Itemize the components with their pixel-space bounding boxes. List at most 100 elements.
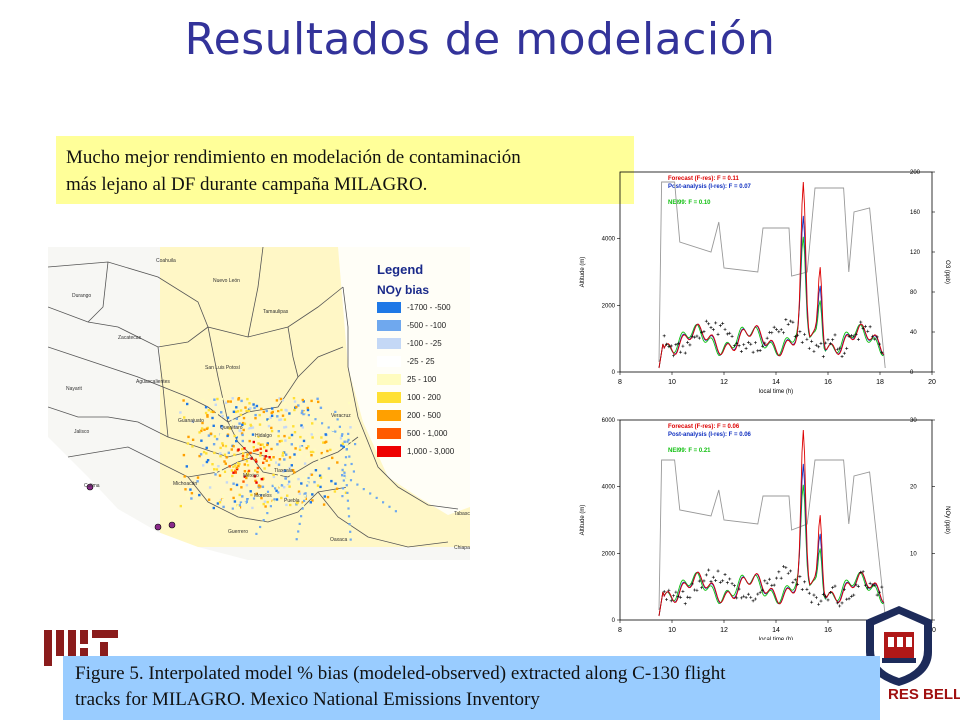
track-point — [346, 499, 349, 502]
track-point — [278, 485, 281, 488]
track-point — [245, 506, 248, 509]
track-point — [232, 465, 235, 468]
track-point — [340, 444, 343, 447]
legend-label: -1700 - -500 — [407, 303, 451, 312]
legend-item: 500 - 1,000 — [377, 426, 467, 441]
track-point — [267, 509, 270, 512]
track-point — [267, 464, 271, 467]
observed-point — [868, 325, 872, 329]
track-point — [230, 469, 234, 472]
y-left-tick-label: 0 — [612, 370, 616, 376]
track-point — [259, 494, 263, 497]
track-point — [314, 418, 317, 421]
track-point — [205, 460, 209, 464]
legend-item: 25 - 100 — [377, 372, 467, 387]
observed-point — [725, 581, 729, 585]
track-point — [301, 426, 304, 429]
y-left-tick-label: 0 — [612, 618, 616, 624]
track-point — [314, 469, 318, 472]
plot-legend-entry: Post-analysis (I-res): F = 0.06 — [668, 432, 752, 438]
track-point — [221, 498, 225, 501]
track-point — [298, 492, 301, 495]
legend-label: 25 - 100 — [407, 375, 437, 384]
track-point — [294, 447, 297, 450]
track-point — [207, 434, 211, 437]
observed-point — [739, 596, 743, 600]
site-marker — [86, 483, 94, 491]
track-point — [185, 465, 188, 468]
track-point — [265, 514, 268, 517]
observed-point — [725, 332, 729, 336]
track-point — [245, 476, 248, 480]
observed-point — [826, 598, 830, 602]
x-tick-label: 20 — [928, 379, 936, 386]
track-point — [205, 427, 209, 430]
track-point — [281, 451, 285, 455]
track-point — [235, 436, 238, 439]
track-point — [264, 491, 267, 494]
track-point — [379, 499, 382, 502]
observed-point — [665, 597, 669, 601]
track-point — [220, 411, 223, 414]
time-series-plots: 8 10 12 14 16 18 20 local time (h) 0 2000 4000 Alti… — [572, 160, 952, 643]
track-point — [286, 494, 289, 497]
observed-point — [807, 346, 811, 350]
observed-point — [861, 570, 865, 574]
track-point — [373, 495, 376, 498]
track-point — [202, 450, 206, 454]
track-point — [297, 490, 301, 493]
x-tick-label: 14 — [772, 379, 780, 386]
track-point — [183, 416, 186, 419]
observed-point — [721, 579, 725, 583]
track-point — [190, 497, 193, 500]
legend-label: 1,000 - 3,000 — [407, 447, 455, 456]
track-point — [320, 451, 323, 455]
track-point — [267, 424, 271, 428]
legend-swatch — [377, 392, 401, 403]
track-point — [221, 474, 224, 477]
track-point — [238, 462, 241, 466]
track-point — [280, 408, 283, 412]
track-point — [326, 495, 330, 499]
track-point — [346, 497, 349, 500]
track-point — [256, 466, 260, 470]
track-point — [300, 482, 303, 485]
track-point — [346, 494, 349, 497]
track-point — [346, 440, 349, 443]
track-point — [348, 455, 351, 458]
track-point — [348, 525, 351, 528]
observed-point — [688, 343, 692, 347]
track-point — [323, 495, 326, 498]
track-point — [205, 452, 208, 455]
observed-point — [730, 582, 734, 586]
track-point — [261, 443, 264, 446]
track-point — [248, 435, 251, 438]
observed-point — [775, 327, 779, 331]
track-point — [341, 495, 344, 498]
observed-point — [807, 591, 811, 595]
legend-item: 1,000 - 3,000 — [377, 444, 467, 459]
y-right-tick-label: 0 — [910, 370, 914, 376]
track-point — [232, 410, 236, 413]
observed-point — [704, 319, 708, 323]
observed-point — [739, 350, 743, 354]
legend-swatch — [377, 428, 401, 439]
track-point — [283, 426, 286, 429]
track-point — [241, 433, 244, 437]
track-point — [237, 398, 240, 401]
track-point — [218, 474, 222, 477]
observed-point — [770, 583, 774, 587]
observed-point — [753, 341, 757, 345]
track-point — [257, 442, 260, 445]
track-point — [275, 498, 279, 501]
observed-point — [697, 336, 701, 340]
observed-point — [828, 590, 832, 594]
track-point — [210, 410, 213, 413]
track-point — [234, 464, 237, 467]
place-label: Durango — [72, 293, 91, 299]
place-label: San Luis Potosí — [205, 365, 241, 371]
track-point — [305, 489, 308, 492]
track-point — [342, 484, 345, 487]
track-point — [358, 485, 361, 488]
place-label: Zacatecas — [118, 335, 142, 341]
